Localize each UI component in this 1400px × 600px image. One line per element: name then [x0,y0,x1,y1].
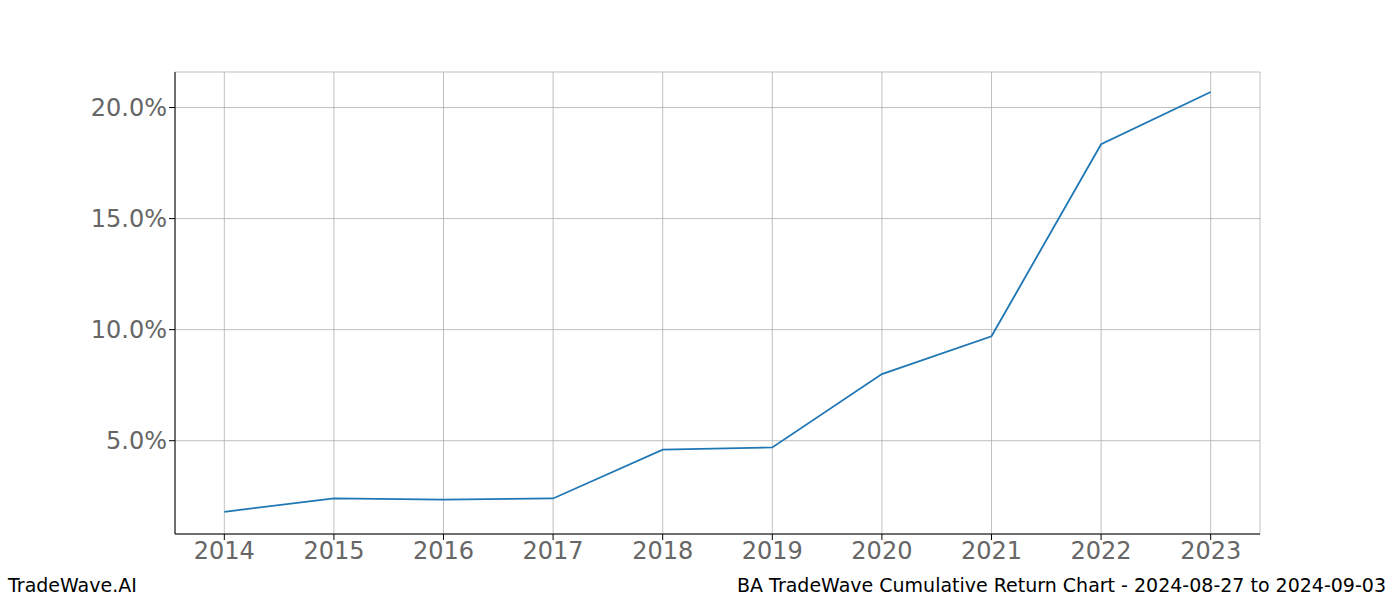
html-text:BA TradeWave Cumulative Return: BA TradeWave Cumulative Return Chart - 2… [737,574,1386,596]
svg-text:2021: 2021 [961,537,1022,565]
svg-text:2014: 2014 [194,537,255,565]
svg-text:2019: 2019 [742,537,803,565]
svg-text:2016: 2016 [413,537,474,565]
svg-text:15.0%: 15.0% [91,205,167,233]
svg-text:2018: 2018 [632,537,693,565]
svg-text:2023: 2023 [1180,537,1241,565]
svg-text:5.0%: 5.0% [106,427,167,455]
svg-text:10.0%: 10.0% [91,316,167,344]
svg-text:2015: 2015 [303,537,364,565]
svg-text:20.0%: 20.0% [91,94,167,122]
svg-text:2022: 2022 [1071,537,1132,565]
svg-text:2017: 2017 [523,537,584,565]
svg-text:2020: 2020 [851,537,912,565]
html-text:TradeWave.AI: TradeWave.AI [8,574,137,596]
